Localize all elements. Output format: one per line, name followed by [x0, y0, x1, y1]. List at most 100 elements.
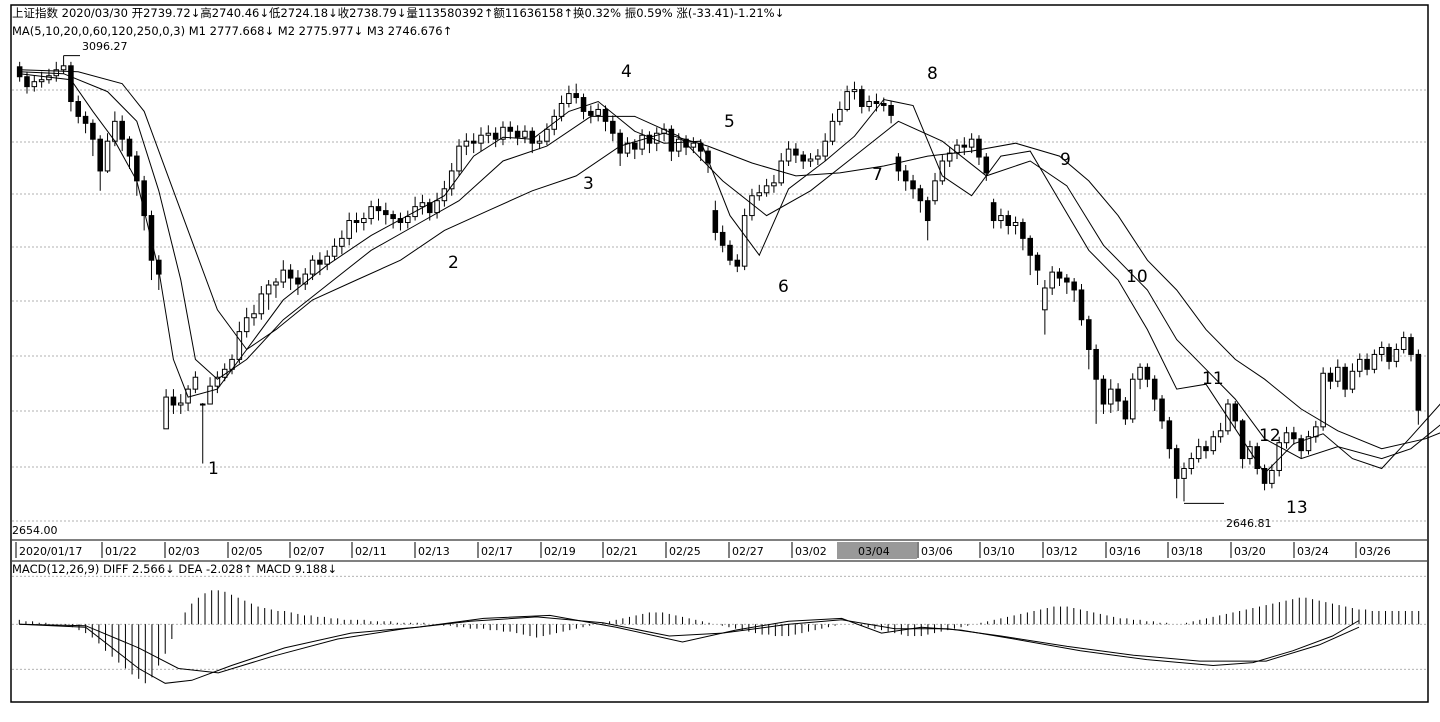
candle-168	[1247, 440, 1253, 465]
candle-107	[800, 151, 806, 169]
candle-155	[1151, 375, 1158, 411]
annotation-7: 7	[872, 165, 883, 185]
candle-48	[368, 200, 374, 225]
date-label-4: 02/07	[293, 545, 325, 558]
candle-134	[998, 208, 1004, 229]
annotation-13: 13	[1286, 498, 1308, 518]
candle-161	[1195, 438, 1202, 463]
candle-122	[910, 174, 916, 199]
candle-67	[507, 121, 514, 140]
candle-body	[529, 130, 536, 144]
candle-95	[712, 200, 719, 241]
candle-body	[1166, 420, 1173, 450]
candle-body	[441, 188, 448, 202]
candle-178	[1320, 367, 1326, 431]
candle-body	[1393, 348, 1400, 362]
candle-63	[478, 127, 484, 152]
candle-69	[522, 125, 528, 144]
candle-164	[1217, 422, 1224, 443]
candle-body	[822, 140, 828, 157]
candle-body	[1115, 388, 1121, 402]
candle-body	[265, 284, 272, 295]
candle-126	[939, 155, 946, 185]
candle-body	[470, 140, 477, 144]
candle-186	[1378, 341, 1385, 362]
candle-173	[1283, 426, 1290, 449]
date-label-19: 03/20	[1234, 545, 1266, 558]
candle-body	[771, 182, 777, 187]
candle-148	[1100, 375, 1107, 414]
annotation-2: 2	[448, 253, 459, 273]
candle-body	[873, 101, 880, 104]
candle-body	[192, 376, 199, 390]
candle-177	[1313, 420, 1319, 443]
candle-163	[1210, 430, 1217, 455]
candle-72	[544, 123, 550, 146]
candle-body	[492, 132, 499, 140]
candle-body	[214, 376, 221, 387]
candle-body	[1210, 436, 1217, 452]
candle-151	[1122, 397, 1129, 425]
candle-182	[1349, 363, 1356, 394]
candle-60	[456, 139, 462, 176]
candle-body	[815, 155, 821, 160]
date-label-13: 03/04	[858, 545, 890, 558]
candle-body	[75, 101, 82, 117]
candle-body	[1034, 254, 1041, 271]
candle-body	[998, 215, 1004, 222]
candle-105	[785, 141, 792, 166]
price-gridlines	[12, 89, 1427, 562]
candle-187	[1386, 343, 1392, 370]
ma-line-M3	[19, 69, 1440, 450]
candle-body	[756, 192, 763, 197]
candle-113	[844, 85, 850, 112]
candle-52	[397, 212, 404, 231]
candle-128	[954, 139, 960, 160]
candle-123	[917, 184, 924, 213]
candle-body	[309, 259, 316, 275]
candle-45	[346, 212, 352, 246]
date-label-2: 02/03	[168, 545, 200, 558]
candle-body	[1188, 458, 1195, 469]
candle-body	[141, 180, 147, 217]
candle-body	[375, 206, 382, 212]
candle-82	[617, 129, 623, 166]
candle-9	[82, 111, 89, 134]
macd-panel	[12, 575, 1427, 684]
candle-14	[119, 115, 125, 152]
candle-body	[156, 259, 162, 275]
candle-23	[185, 385, 191, 411]
candle-body	[485, 132, 492, 136]
candle-body	[800, 154, 806, 162]
candle-body	[668, 128, 675, 152]
date-label-18: 03/18	[1171, 545, 1203, 558]
candle-54	[412, 196, 418, 221]
candle-body	[1086, 319, 1092, 350]
candle-body	[339, 237, 345, 247]
candle-43	[331, 238, 338, 261]
date-label-12: 03/02	[795, 545, 827, 558]
candle-157	[1166, 416, 1173, 459]
candle-body	[807, 158, 814, 162]
candle-114	[851, 81, 858, 100]
candle-body	[932, 180, 938, 202]
candle-181	[1342, 363, 1348, 398]
moving-averages	[19, 69, 1440, 475]
low-label: 2646.81	[1226, 517, 1272, 530]
candle-158	[1173, 444, 1180, 499]
candle-42	[324, 250, 330, 271]
candle-101	[756, 184, 763, 201]
candle-142	[1056, 268, 1063, 286]
candle-body	[976, 138, 982, 158]
date-label-1: 01/22	[105, 545, 137, 558]
selected-date-highlight	[837, 542, 917, 559]
candle-body	[653, 132, 660, 144]
candle-body	[859, 89, 865, 107]
candle-144	[1071, 278, 1077, 302]
annotation-5: 5	[724, 112, 735, 132]
candle-body	[514, 130, 521, 138]
candle-body	[280, 269, 287, 283]
candle-body	[902, 170, 909, 182]
candle-189	[1400, 331, 1407, 354]
candle-71	[536, 135, 543, 150]
